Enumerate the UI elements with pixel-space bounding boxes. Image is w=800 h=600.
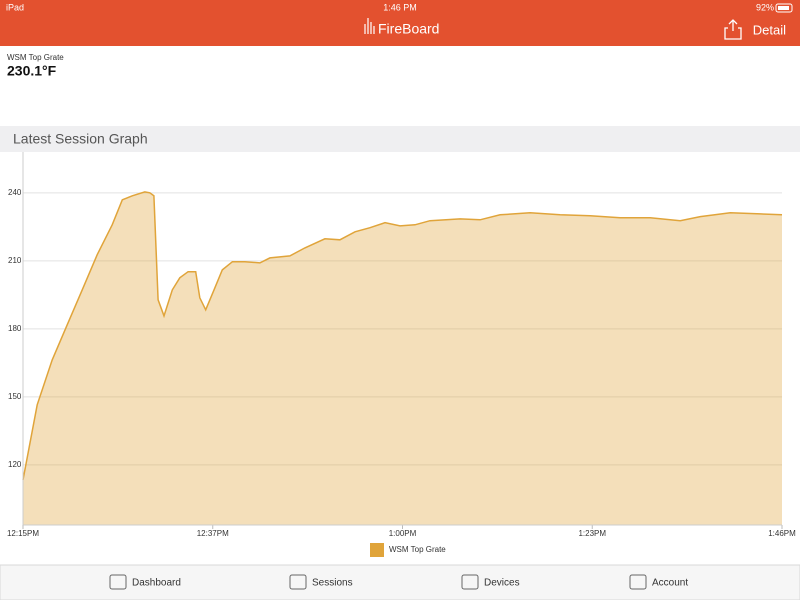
y-tick-label: 150: [8, 392, 22, 401]
battery-fill: [778, 6, 789, 10]
chart-panel: [0, 152, 800, 565]
tab-icon: [289, 574, 307, 590]
tab-label[interactable]: Sessions: [312, 578, 353, 589]
tab-icon: [629, 574, 647, 590]
y-tick-label: 210: [8, 256, 22, 265]
battery-level: 92%: [756, 2, 774, 12]
x-tick-label: 1:23PM: [578, 529, 606, 538]
share-button[interactable]: [724, 19, 742, 40]
x-tick-label: 12:15PM: [7, 529, 39, 538]
sensor-temperature: 230.1°F: [7, 63, 57, 79]
tab-label[interactable]: Dashboard: [132, 578, 181, 589]
section-title: Latest Session Graph: [13, 131, 148, 147]
tab-icon: [461, 574, 479, 590]
y-tick-label: 120: [8, 460, 22, 469]
tab-label[interactable]: Devices: [484, 578, 520, 589]
x-tick-label: 1:46PM: [768, 529, 796, 538]
detail-button[interactable]: Detail: [753, 22, 786, 37]
x-tick-label: 12:37PM: [197, 529, 229, 538]
line: [22, 191, 783, 481]
legend-label: WSM Top Grate: [389, 545, 446, 554]
logo-icon: [364, 18, 375, 34]
tab-label[interactable]: Account: [652, 578, 688, 589]
area: [23, 191, 782, 525]
top-bar: [0, 0, 800, 46]
logo: FireBoard: [378, 21, 439, 37]
tab-bar: [0, 564, 800, 600]
section-band: [0, 126, 800, 152]
legend-swatch: [370, 543, 384, 557]
clock: 1:46 PM: [383, 2, 417, 12]
sensor-name: WSM Top Grate: [7, 53, 64, 62]
y-tick-label: 240: [8, 188, 22, 197]
device-name: iPad: [6, 2, 24, 12]
sensor-panel: [0, 46, 800, 126]
tab-icon: [109, 574, 127, 590]
y-tick-label: 180: [8, 324, 22, 333]
x-tick-label: 1:00PM: [389, 529, 417, 538]
battery-icon: [775, 3, 793, 13]
